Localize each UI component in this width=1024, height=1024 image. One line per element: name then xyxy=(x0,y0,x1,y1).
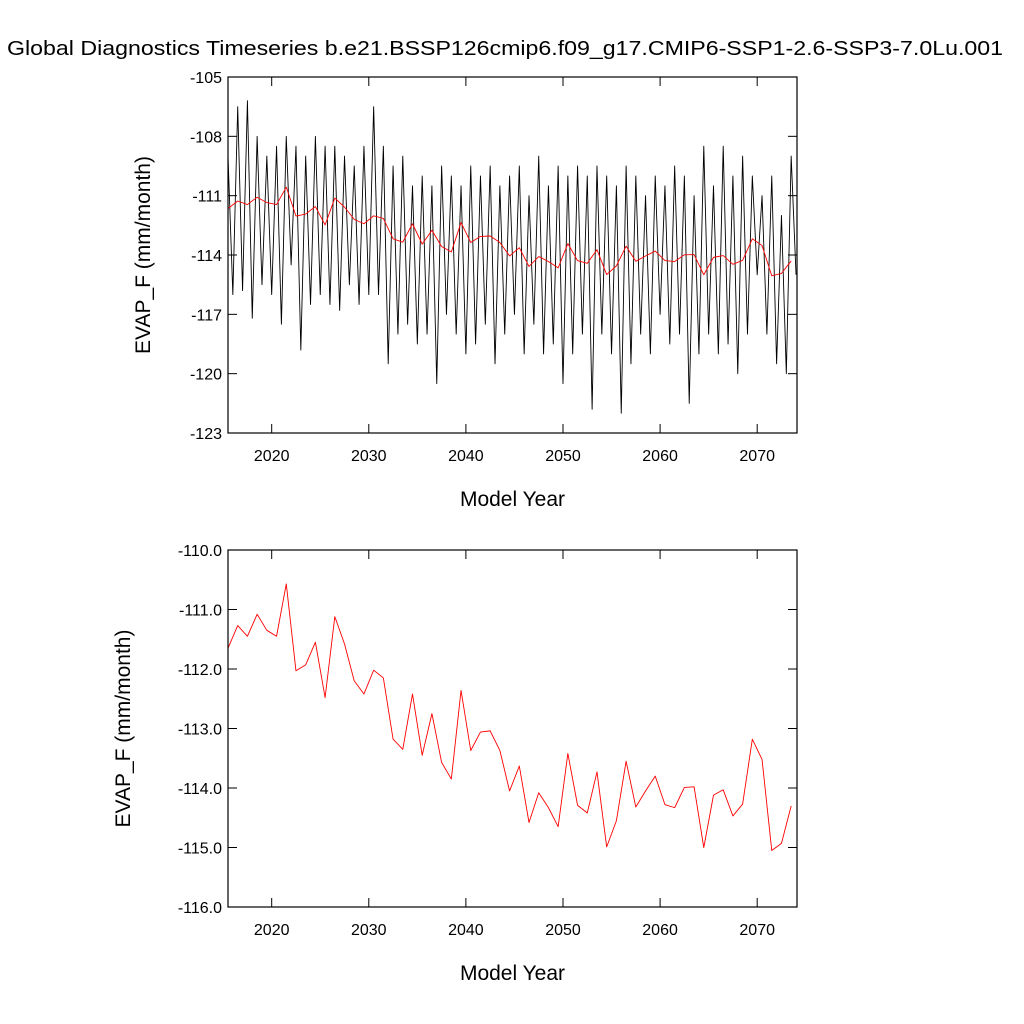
plot-frame xyxy=(227,549,798,908)
y-axis-label: EVAP_F (mm/month) xyxy=(132,156,155,354)
y-tick-label: -111 xyxy=(192,189,222,206)
y-tick-label: -116.0 xyxy=(178,900,222,917)
y-tick-label: -120 xyxy=(190,367,222,384)
x-tick-label: 2060 xyxy=(642,922,678,939)
x-axis-label: Model Year xyxy=(460,488,565,511)
chart-title: Global Diagnostics Timeseries b.e21.BSSP… xyxy=(7,38,1003,60)
x-tick-label: 2070 xyxy=(739,922,775,939)
x-tick-label: 2050 xyxy=(545,448,581,465)
x-axis-label: Model Year xyxy=(460,962,565,985)
x-tick-label: 2060 xyxy=(642,448,678,465)
x-tick-label: 2040 xyxy=(448,922,484,939)
y-tick-label: -108 xyxy=(190,129,222,146)
y-axis-label: EVAP_F (mm/month) xyxy=(112,630,135,828)
y-tick-label: -114.0 xyxy=(178,781,222,798)
x-tick-label: 2040 xyxy=(448,448,484,465)
x-tick-label: 2070 xyxy=(739,448,775,465)
x-tick-label: 2050 xyxy=(545,922,581,939)
x-tick-label: 2020 xyxy=(254,448,290,465)
x-tick-label: 2030 xyxy=(351,448,387,465)
y-tick-label: -114 xyxy=(191,248,222,265)
x-tick-label: 2030 xyxy=(351,922,387,939)
y-tick-label: -115.0 xyxy=(178,841,222,858)
y-tick-label: -105 xyxy=(190,70,222,87)
y-tick-label: -110.0 xyxy=(178,543,222,560)
y-tick-label: -111.0 xyxy=(179,603,222,620)
y-tick-label: -123 xyxy=(190,426,222,443)
data-line xyxy=(227,186,792,277)
y-tick-label: -113.0 xyxy=(178,722,222,739)
data-line xyxy=(227,100,797,414)
data-line xyxy=(227,583,792,851)
y-tick-label: -112.0 xyxy=(178,662,222,679)
x-tick-label: 2020 xyxy=(254,922,290,939)
y-tick-label: -117 xyxy=(191,307,222,324)
